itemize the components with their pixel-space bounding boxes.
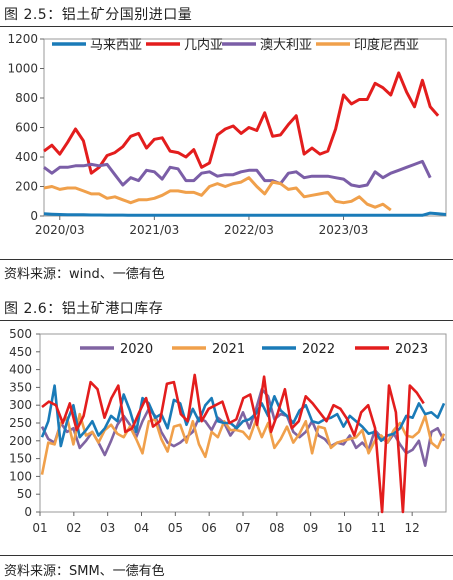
- y-tick-label: 400: [15, 150, 38, 164]
- series-line-3: [43, 159, 432, 188]
- x-tick-label: 12: [405, 521, 420, 535]
- x-tick-label: 08: [269, 521, 284, 535]
- series-line-2: [43, 71, 440, 175]
- y-tick-label: 0: [24, 505, 32, 519]
- y-tick-label: 50: [17, 487, 32, 501]
- chart-port-inventory: 0 50 100 150 200 250 300 350 400 450 500 01 02 03 04 05…: [9, 327, 447, 535]
- x-tick-label: 04: [134, 521, 149, 535]
- x-tick-label: 2023/03: [319, 223, 369, 237]
- y-tick-label: 500: [9, 327, 32, 341]
- x-tick-label: 07: [235, 521, 250, 535]
- x-tick-label: 06: [202, 521, 217, 535]
- y-tick-label: 350: [9, 380, 32, 394]
- figure-1-title: 图 2.5：铝土矿分国别进口量: [4, 7, 193, 23]
- x-tick-label: 11: [371, 521, 386, 535]
- x-tick-label: 2022/03: [224, 223, 274, 237]
- x-tick-label: 09: [303, 521, 318, 535]
- y-tick-label: 0: [30, 209, 38, 223]
- legend-label-2023: 2023: [395, 342, 428, 357]
- plot-frame: [43, 38, 447, 217]
- x-tick-label: 03: [100, 521, 115, 535]
- x-tick-label: 02: [66, 521, 81, 535]
- series-line-2022: [40, 384, 446, 448]
- legend-label-2021: 2021: [212, 342, 245, 357]
- figure-2-title: 图 2.6：铝土矿港口库存: [4, 301, 164, 317]
- y-tick-label: 600: [15, 121, 38, 135]
- y-tick-label: 100: [9, 469, 32, 483]
- legend-label-1: 马来西亚: [90, 38, 142, 53]
- legend-label-3: 澳大利亚: [260, 37, 312, 53]
- y-tick-label: 200: [15, 180, 38, 194]
- legend-label-2: 几内亚: [184, 37, 223, 53]
- y-tick-label: 400: [9, 363, 32, 377]
- y-tick-label: 250: [9, 416, 32, 430]
- figure-1-source: 资料来源：wind、一德有色: [4, 267, 165, 282]
- x-tick-label: 05: [168, 521, 183, 535]
- y-tick-label: 1200: [7, 32, 38, 46]
- figure-1-source-rule: [0, 259, 453, 260]
- legend-label-4: 印度尼西亚: [354, 37, 419, 53]
- figure-1-title-rule: [0, 26, 453, 27]
- x-tick-label: 2020/03: [35, 223, 85, 237]
- y-tick-label: 1000: [7, 62, 38, 76]
- y-tick-label: 450: [9, 345, 32, 359]
- y-tick-label: 200: [9, 434, 32, 448]
- series-line-2023: [41, 373, 425, 514]
- figure-2-source-rule: [0, 555, 453, 556]
- series-line-1: [43, 211, 447, 217]
- y-tick-label: 800: [15, 91, 38, 105]
- chart-import-by-country: 0 200 400 600 800 1000 1200 2020/03 2021/03 2022/…: [7, 32, 447, 237]
- y-tick-label: 150: [9, 452, 32, 466]
- series-line-2020: [40, 387, 446, 467]
- legend-label-2020: 2020: [120, 342, 153, 357]
- y-tick-label: 300: [9, 398, 32, 412]
- x-tick-label: 10: [337, 521, 352, 535]
- x-tick-label: 2021/03: [129, 223, 179, 237]
- figure-2-title-rule: [0, 320, 453, 321]
- legend-label-2022: 2022: [302, 342, 335, 357]
- x-tick-label: 01: [32, 521, 47, 535]
- series-line-4: [43, 176, 392, 212]
- figure-2-source: 资料来源：SMM、一德有色: [4, 564, 165, 579]
